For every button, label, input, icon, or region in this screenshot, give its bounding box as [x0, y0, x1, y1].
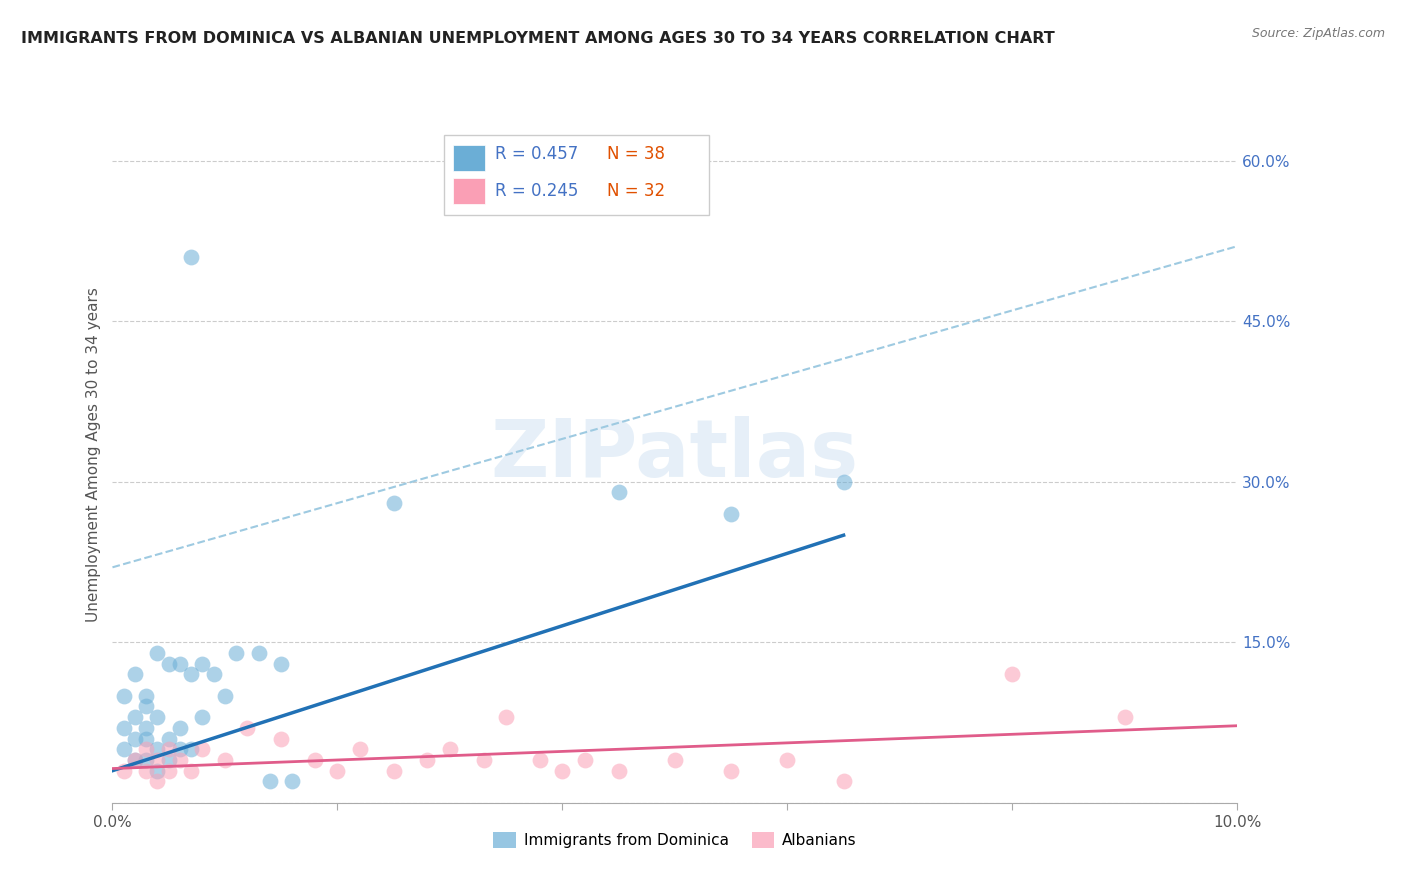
- Point: [135, 699, 157, 714]
- Point: [832, 774, 855, 789]
- Point: [439, 742, 461, 756]
- Point: [191, 742, 214, 756]
- Point: [169, 753, 191, 767]
- Text: IMMIGRANTS FROM DOMINICA VS ALBANIAN UNEMPLOYMENT AMONG AGES 30 TO 34 YEARS CORR: IMMIGRANTS FROM DOMINICA VS ALBANIAN UNE…: [21, 31, 1054, 46]
- Point: [169, 742, 191, 756]
- Legend: Immigrants from Dominica, Albanians: Immigrants from Dominica, Albanians: [486, 826, 863, 855]
- Point: [135, 731, 157, 746]
- Point: [607, 485, 630, 500]
- Point: [529, 753, 551, 767]
- Point: [135, 742, 157, 756]
- Point: [281, 774, 304, 789]
- Point: [225, 646, 247, 660]
- Point: [720, 764, 742, 778]
- Point: [146, 710, 169, 724]
- Point: [124, 753, 146, 767]
- FancyBboxPatch shape: [453, 178, 485, 204]
- Text: N = 32: N = 32: [607, 182, 665, 200]
- Text: N = 38: N = 38: [607, 145, 665, 162]
- Point: [349, 742, 371, 756]
- Point: [180, 742, 202, 756]
- Point: [112, 742, 135, 756]
- Point: [135, 764, 157, 778]
- Text: Source: ZipAtlas.com: Source: ZipAtlas.com: [1251, 27, 1385, 40]
- Point: [832, 475, 855, 489]
- Point: [495, 710, 517, 724]
- Point: [326, 764, 349, 778]
- Point: [124, 710, 146, 724]
- Point: [382, 496, 405, 510]
- Point: [124, 731, 146, 746]
- Point: [720, 507, 742, 521]
- Point: [382, 764, 405, 778]
- Point: [146, 753, 169, 767]
- Point: [270, 657, 292, 671]
- Point: [157, 731, 180, 746]
- Point: [157, 753, 180, 767]
- Point: [1001, 667, 1024, 681]
- Point: [135, 689, 157, 703]
- FancyBboxPatch shape: [453, 145, 485, 171]
- Point: [1114, 710, 1136, 724]
- Point: [146, 646, 169, 660]
- Point: [112, 764, 135, 778]
- Text: ZIPatlas: ZIPatlas: [491, 416, 859, 494]
- Point: [236, 721, 259, 735]
- Y-axis label: Unemployment Among Ages 30 to 34 years: Unemployment Among Ages 30 to 34 years: [86, 287, 101, 623]
- Point: [124, 753, 146, 767]
- Point: [169, 657, 191, 671]
- Point: [169, 721, 191, 735]
- Point: [146, 774, 169, 789]
- FancyBboxPatch shape: [444, 135, 709, 215]
- Point: [607, 764, 630, 778]
- Point: [202, 667, 225, 681]
- Point: [112, 689, 135, 703]
- Point: [124, 667, 146, 681]
- Point: [304, 753, 326, 767]
- Point: [157, 742, 180, 756]
- Point: [270, 731, 292, 746]
- Point: [146, 742, 169, 756]
- Point: [416, 753, 439, 767]
- Point: [214, 753, 236, 767]
- Point: [112, 721, 135, 735]
- Text: R = 0.245: R = 0.245: [495, 182, 578, 200]
- Point: [191, 657, 214, 671]
- Point: [157, 764, 180, 778]
- Point: [135, 721, 157, 735]
- Point: [472, 753, 495, 767]
- Point: [574, 753, 596, 767]
- Point: [135, 753, 157, 767]
- Text: R = 0.457: R = 0.457: [495, 145, 578, 162]
- Point: [180, 250, 202, 264]
- Point: [157, 657, 180, 671]
- Point: [776, 753, 799, 767]
- Point: [191, 710, 214, 724]
- Point: [247, 646, 270, 660]
- Point: [146, 764, 169, 778]
- Point: [551, 764, 574, 778]
- Point: [664, 753, 686, 767]
- Point: [180, 667, 202, 681]
- Point: [180, 764, 202, 778]
- Point: [259, 774, 281, 789]
- Point: [214, 689, 236, 703]
